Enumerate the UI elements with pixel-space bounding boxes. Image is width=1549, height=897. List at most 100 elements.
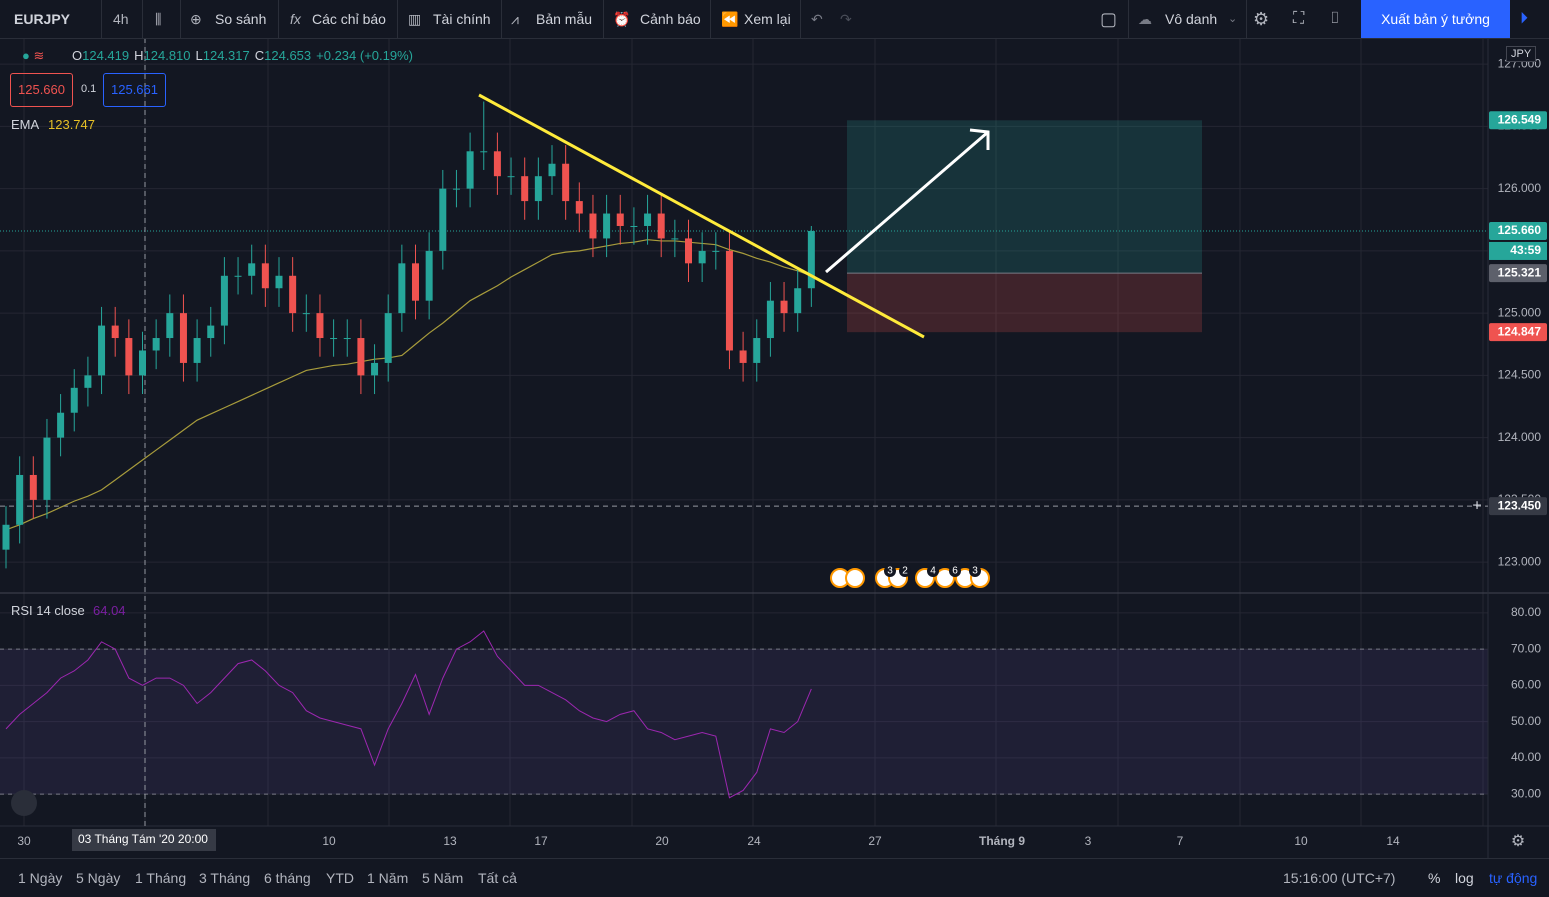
price-tag — [1489, 264, 1547, 283]
range-button[interactable]: Tất cả — [478, 870, 517, 886]
x-tick-label: 27 — [868, 834, 882, 848]
x-tick-label: 24 — [747, 834, 761, 848]
fullscreen[interactable]: ⛶ — [1293, 10, 1305, 27]
candle-body — [589, 213, 597, 239]
range-button[interactable]: 1 Tháng — [135, 870, 187, 886]
compare[interactable]: So sánh — [215, 11, 267, 27]
sell-box[interactable]: 125.660 — [10, 73, 73, 107]
x-tick-label: 14 — [1386, 834, 1400, 848]
candle-body — [521, 176, 529, 202]
candle-body — [493, 151, 501, 177]
range-button[interactable]: 5 Năm — [422, 870, 464, 886]
interval[interactable]: 4h — [113, 11, 129, 27]
candle-body — [534, 176, 542, 202]
range-button[interactable]: 1 Ngày — [18, 870, 63, 886]
financials[interactable]: Tài chính — [433, 11, 491, 27]
event-count: 3 — [887, 566, 893, 577]
rsi-tick-label: 50.00 — [1511, 714, 1541, 728]
candle-body — [466, 151, 474, 189]
settings[interactable]: ⚙ — [1253, 9, 1270, 29]
percent-toggle[interactable]: % — [1428, 870, 1441, 886]
symbol[interactable]: EURJPY — [14, 11, 71, 27]
event-badge — [949, 565, 961, 577]
crosshair-time-bg — [72, 829, 216, 851]
candle-body — [575, 201, 583, 214]
candle-body — [248, 263, 256, 276]
candle-body — [562, 163, 570, 202]
candle-body — [111, 325, 119, 339]
publish-button[interactable]: Xuất bản ý tưởng — [1361, 0, 1510, 38]
ema-line — [5, 239, 812, 531]
ohlc-key: H — [134, 48, 144, 63]
templates[interactable]: Bản mẫu — [536, 11, 593, 27]
price-tag-label: 126.549 — [1498, 112, 1542, 126]
countdown-bg — [1489, 241, 1547, 260]
ema-label: EMA — [11, 117, 40, 132]
indicators[interactable]: Các chỉ báo — [312, 11, 386, 27]
play[interactable]: ⏵ — [1520, 10, 1529, 27]
candle-body — [16, 474, 24, 525]
visibility-dot[interactable]: ● ≋ — [22, 48, 45, 63]
layout-name[interactable]: Vô danh — [1165, 11, 1218, 27]
rsi-label: RSI 14 close — [11, 603, 85, 618]
candle-body — [234, 275, 242, 277]
candle-body — [657, 213, 665, 239]
spread: 0.1 — [81, 83, 97, 95]
ohlc-value: 124.653 — [264, 48, 312, 63]
rsi-value: 64.04 — [93, 603, 126, 618]
candle-body — [70, 387, 78, 413]
layout-icon[interactable]: ▢ — [1100, 9, 1118, 29]
candle-body — [152, 338, 160, 351]
currency[interactable]: JPY — [1506, 46, 1537, 62]
chart-type-icon[interactable]: ⫼ — [155, 11, 162, 27]
alerts[interactable]: Cảnh báo — [640, 11, 701, 27]
event-badge — [899, 565, 911, 577]
dropdown[interactable]: ⌄ — [1228, 13, 1238, 25]
undo[interactable]: ↶ — [811, 11, 823, 27]
x-tick-label: Tháng 9 — [979, 834, 1025, 848]
price-tag — [1489, 497, 1547, 516]
candle-body — [794, 288, 802, 314]
ohlc-key: C — [254, 48, 265, 63]
ohlc-value: 124.419 — [82, 48, 130, 63]
candle-body — [384, 313, 392, 363]
candle-body — [712, 250, 720, 252]
buy-box[interactable]: 125.661 — [103, 73, 166, 107]
range-button[interactable]: 5 Ngày — [76, 870, 121, 886]
range-button[interactable]: 6 tháng — [264, 870, 311, 886]
rsi-tick-label: 80.00 — [1511, 605, 1541, 619]
ohlc-value: 124.317 — [202, 48, 250, 63]
log-toggle[interactable]: log — [1455, 870, 1474, 886]
snapshot[interactable]: ⌷ — [1330, 10, 1340, 27]
rsi-band — [0, 649, 1488, 795]
candle-body — [685, 238, 692, 264]
price-tag-label: 125.660 — [1498, 223, 1542, 237]
ohlc-key: L — [195, 48, 203, 63]
ema-value: 123.747 — [48, 117, 95, 132]
range-button[interactable]: 3 Tháng — [199, 870, 251, 886]
candle-body — [780, 300, 788, 314]
price-tag-label: 124.847 — [1498, 324, 1542, 338]
replay[interactable]: Xem lại — [744, 11, 791, 27]
candle-body — [725, 250, 733, 351]
range-button[interactable]: YTD — [326, 870, 354, 886]
ohlc-legend: O124.419 H124.810 L124.317 C124.653 +0.234 (… — [72, 48, 413, 63]
candle-body — [616, 213, 624, 226]
auto-toggle[interactable]: tự động — [1489, 870, 1538, 886]
event-badge — [884, 565, 896, 577]
range-button[interactable]: 1 Năm — [367, 870, 409, 886]
candle-body — [302, 313, 310, 315]
candle-body — [507, 176, 515, 178]
replay-icon: ⏪ — [721, 11, 739, 27]
event-count: 4 — [930, 566, 936, 577]
redo[interactable]: ↷ — [840, 11, 852, 27]
chart: 123.000123.500124.000124.500125.000125.5… — [0, 38, 1549, 858]
candle-body — [412, 263, 419, 301]
candle-body — [179, 313, 187, 363]
x-tick-label: 13 — [443, 834, 457, 848]
candle-body — [139, 350, 146, 376]
crosshair-time: 03 Tháng Tám '20 20:00 — [78, 832, 208, 846]
candle-body — [316, 313, 324, 339]
candle-body — [289, 275, 297, 314]
